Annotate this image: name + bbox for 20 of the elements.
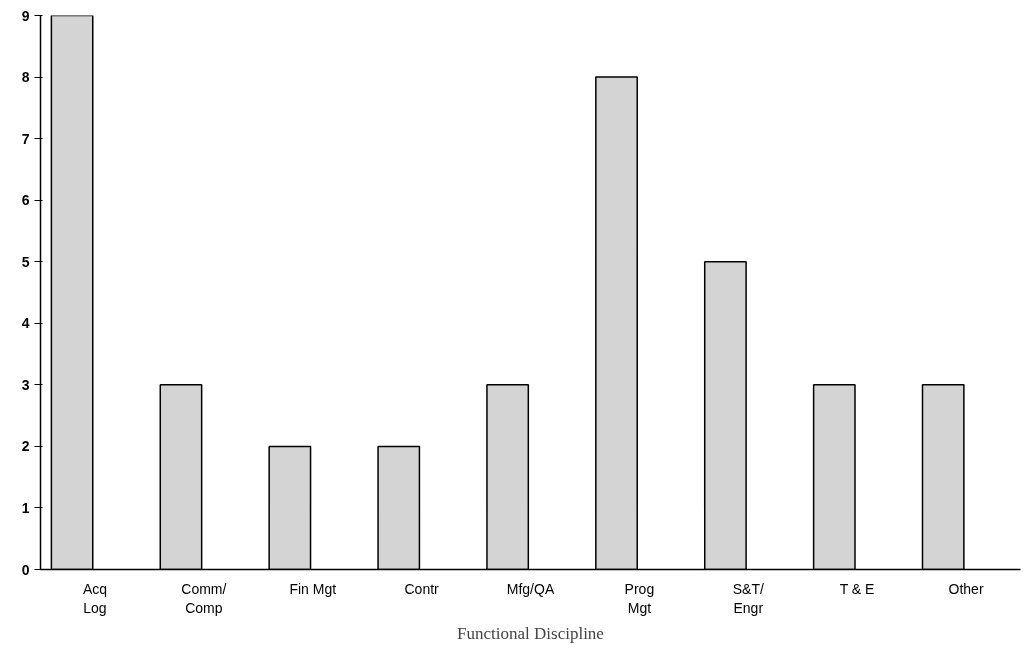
x-tick-label: T & E: [839, 580, 875, 597]
y-tick-label: 7: [21, 130, 30, 147]
y-tick-label: 1: [21, 499, 30, 516]
x-axis-title: Functional Discipline: [457, 623, 604, 643]
y-tick-label: 5: [21, 253, 30, 270]
y-tick-label: 4: [21, 315, 30, 332]
x-tick-label: Fin Mgt: [289, 580, 337, 597]
x-tick-label: Contr: [404, 580, 440, 597]
y-tick-label: 0: [21, 561, 30, 578]
x-tick-label: Acq Log: [82, 580, 108, 616]
x-tick-label: Mfg/QA: [506, 580, 555, 597]
x-tick-label: Comm/ Comp: [181, 580, 227, 616]
x-tick-label: Prog Mgt: [624, 580, 655, 616]
y-tick-label: 3: [21, 376, 30, 393]
x-tick-label: Other: [948, 580, 984, 597]
y-tick-label: 6: [21, 192, 30, 209]
y-tick-label: 8: [21, 69, 30, 86]
x-tick-label: S&T/ Engr: [732, 580, 764, 616]
y-tick-label: 2: [21, 438, 30, 455]
y-tick-label: 9: [21, 7, 30, 24]
